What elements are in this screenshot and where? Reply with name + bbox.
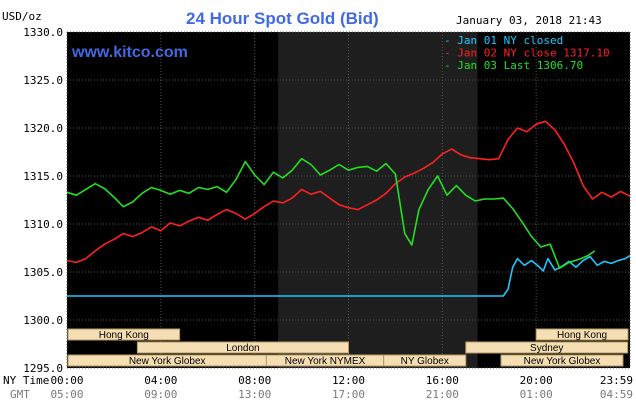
series-line-1 [67, 255, 631, 297]
series-line-3 [66, 157, 596, 269]
x-tick-gmt-label: 13:00 [238, 388, 271, 401]
session-band-label: New York Globex [129, 356, 206, 367]
chart-legend: - Jan 01 NY closed- Jan 02 NY close 1317… [444, 34, 610, 72]
kitco-brand-text: www.kitco.com [71, 44, 188, 61]
y-tick-label: 1315.0 [23, 170, 63, 183]
session-band-label: London [226, 343, 259, 354]
grid-lines [66, 31, 631, 369]
y-tick-label: 1300.0 [23, 314, 63, 327]
y-tick-label: 1310.0 [23, 218, 63, 231]
x-tick-ny-label: 04:00 [144, 374, 177, 387]
session-band-label: New York Globex [524, 356, 601, 367]
x-tick-gmt-label: 17:00 [332, 388, 365, 401]
session-band [500, 354, 624, 367]
legend-entry: - Jan 01 NY closed [444, 34, 563, 47]
gmt-row-label: GMT [10, 388, 30, 401]
x-tick-gmt-label: 05:00 [50, 388, 83, 401]
x-tick-gmt-label: 04:59 [600, 388, 633, 401]
y-tick-label: 1330.0 [23, 26, 63, 39]
legend-entry: - Jan 02 NY close 1317.10 [444, 47, 610, 60]
y-tick-label: 1305.0 [23, 266, 63, 279]
y-tick-label: 1325.0 [23, 74, 63, 87]
chart-title: 24 Hour Spot Gold (Bid) [186, 9, 379, 28]
x-tick-ny-label: 08:00 [238, 374, 271, 387]
x-tick-gmt-label: 09:00 [144, 388, 177, 401]
session-band-label: Hong Kong [557, 330, 607, 341]
chart-datetime: January 03, 2018 21:43 [456, 14, 602, 27]
session-band [67, 328, 181, 341]
x-tick-ny-label: 20:00 [520, 374, 553, 387]
session-band-label: Hong Kong [99, 330, 149, 341]
y-tick-label: 1320.0 [23, 122, 63, 135]
session-band [535, 328, 629, 341]
session-band [383, 354, 467, 367]
session-band-label: NY Globex [401, 356, 449, 367]
x-tick-ny-label: 12:00 [332, 374, 365, 387]
ny-time-row-label: NY Time [3, 374, 49, 387]
x-tick-gmt-label: 01:00 [520, 388, 553, 401]
x-tick-ny-label: 23:59 [600, 374, 633, 387]
x-tick-gmt-label: 21:00 [426, 388, 459, 401]
y-axis-unit-label: USD/oz [2, 10, 42, 23]
x-tick-ny-label: 00:00 [50, 374, 83, 387]
market-session-bands: Hong Kong Hong Kong London Sydney New York G… [67, 328, 629, 367]
session-band [136, 341, 349, 354]
y-axis-ticks: 1330.0 1325.0 1320.0 1315.0 1310.0 1305.0 1300… [23, 26, 63, 375]
x-tick-ny-label: 16:00 [426, 374, 459, 387]
session-band-label: Sydney [530, 343, 563, 354]
session-band [465, 341, 629, 354]
series-line-2 [66, 120, 631, 264]
y-tick-label: 1295.0 [23, 362, 63, 375]
session-band-label: New York NYMEX [285, 356, 366, 367]
price-series [66, 120, 631, 297]
legend-entry: - Jan 03 Last 1306.70 [444, 59, 583, 72]
